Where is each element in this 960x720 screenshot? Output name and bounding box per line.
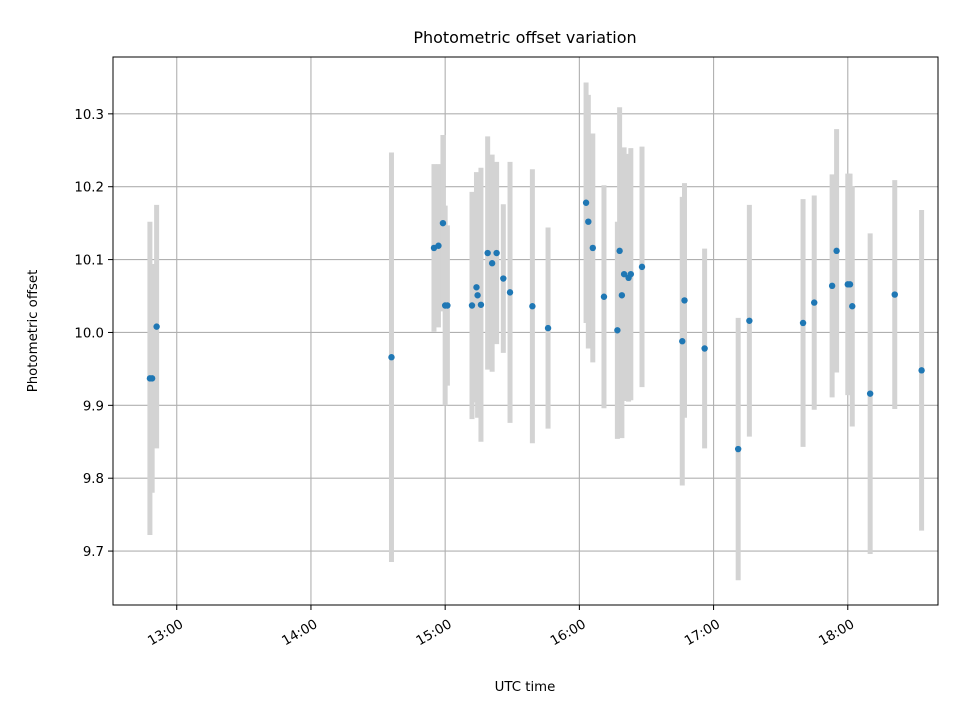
data-point (618, 292, 626, 299)
y-axis-label: Photometric offset (26, 270, 41, 393)
data-point (614, 327, 621, 334)
data-point (484, 249, 491, 257)
data-point (148, 375, 156, 382)
y-tick-label: 9.8 (83, 472, 104, 487)
data-point (616, 247, 623, 255)
plot-area (113, 57, 938, 605)
data-point (477, 301, 485, 308)
data-point (638, 263, 646, 271)
data-point (444, 302, 451, 309)
data-point (918, 367, 925, 374)
y-tick-label: 9.9 (83, 399, 104, 414)
data-point (627, 270, 635, 278)
data-point (589, 244, 596, 252)
data-point (388, 354, 395, 361)
ticks: 13:00 14:00 15:00 16:00 17:00 18:009.79.89.91… (74, 108, 857, 649)
y-tick-label: 10.2 (74, 181, 104, 196)
plot-frame (112, 56, 939, 606)
data-point (866, 390, 874, 397)
data-point (701, 345, 708, 352)
data-point (846, 281, 854, 288)
data-point (734, 445, 742, 453)
data-point (828, 282, 836, 290)
data-point (506, 289, 514, 296)
data-point (811, 299, 818, 306)
data-point (488, 260, 496, 267)
data-point (439, 219, 447, 227)
data-point (746, 317, 753, 324)
y-tick-label: 10.3 (74, 108, 104, 123)
data-point (544, 324, 552, 332)
data-point (474, 292, 481, 299)
data-point (600, 293, 608, 300)
data-point (582, 199, 590, 206)
x-axis-label: UTC time (495, 680, 556, 695)
data-point (153, 323, 160, 330)
data-point (799, 319, 807, 327)
data-points (146, 199, 925, 453)
data-point (833, 247, 840, 255)
data-point (849, 303, 856, 310)
grid (113, 57, 938, 605)
chart-title: Photometric offset variation (413, 28, 636, 47)
data-point (679, 338, 686, 345)
data-point (585, 218, 592, 225)
data-point (529, 303, 536, 310)
data-point (500, 275, 507, 282)
data-point (473, 284, 480, 291)
data-point (620, 270, 628, 278)
data-point (891, 291, 898, 298)
y-tick-label: 10.1 (74, 254, 104, 269)
y-tick-label: 9.7 (83, 545, 104, 560)
data-point (493, 249, 500, 257)
data-point (681, 297, 688, 304)
y-tick-label: 10.0 (74, 326, 104, 341)
data-point (435, 242, 442, 249)
data-point (468, 302, 476, 309)
